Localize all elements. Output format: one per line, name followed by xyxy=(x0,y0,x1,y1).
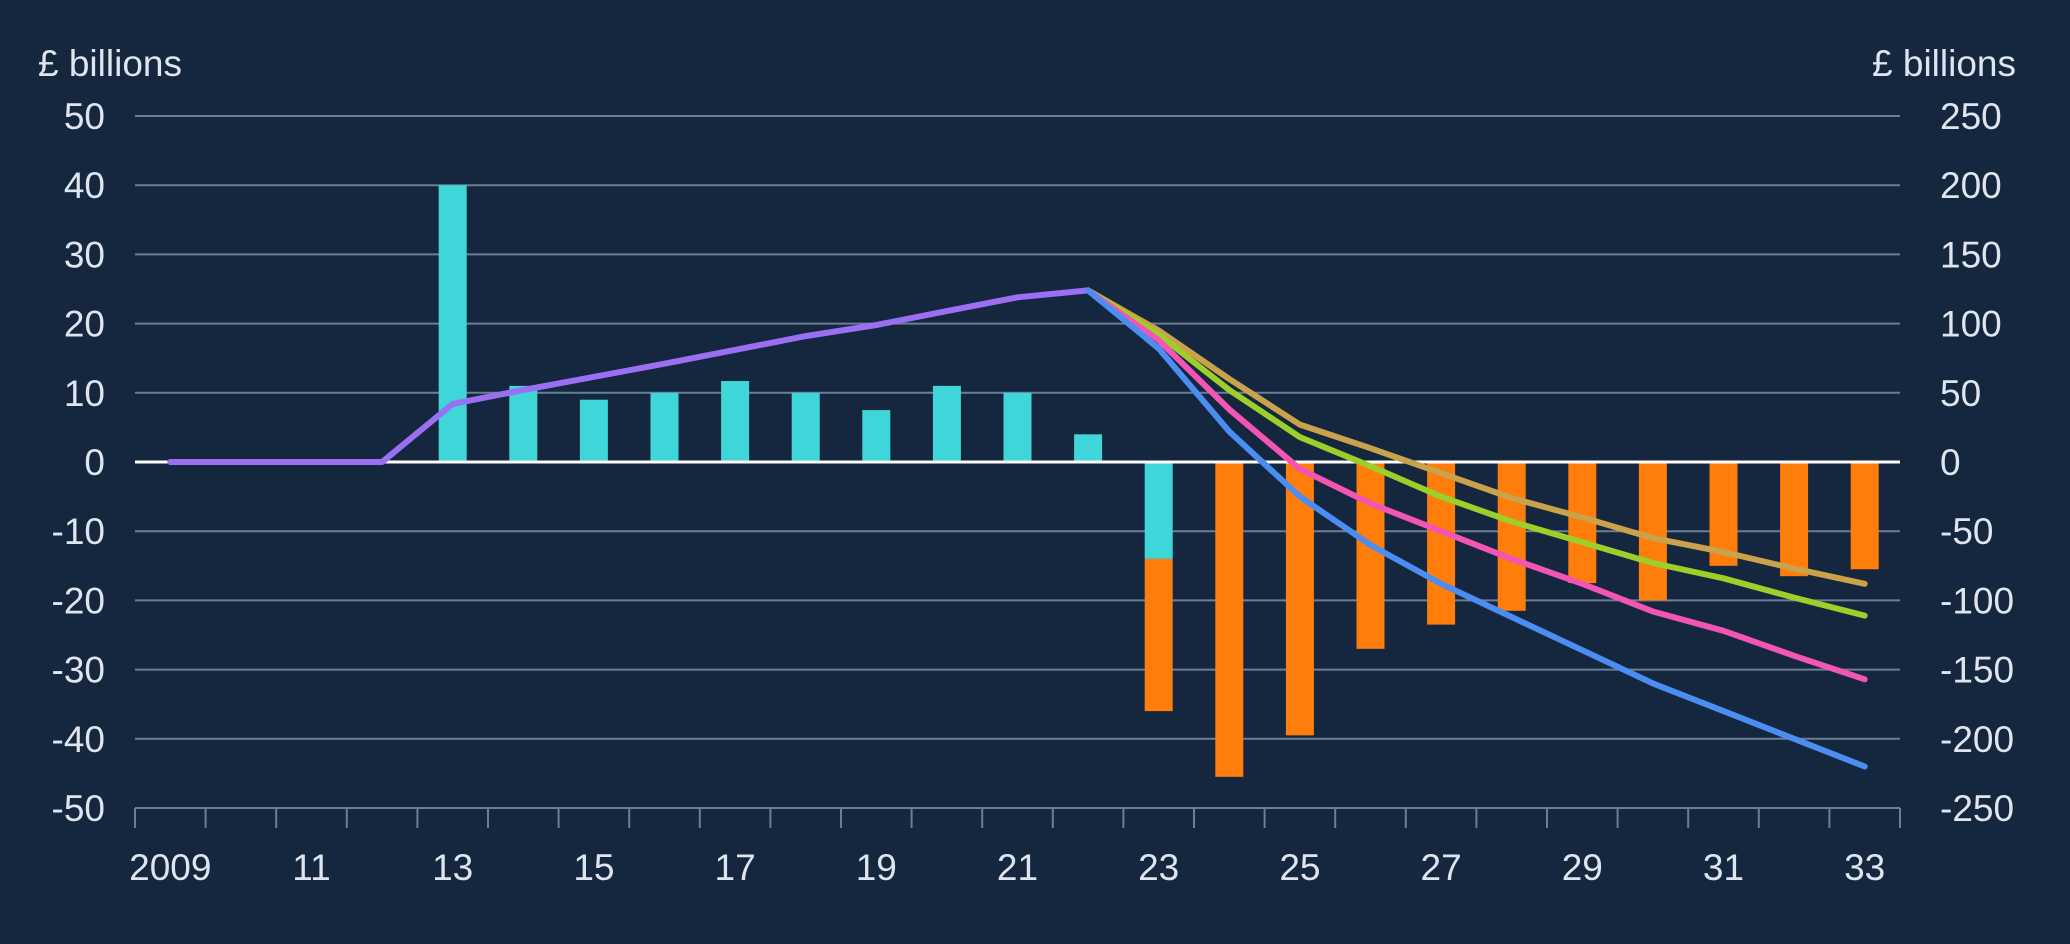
right-tick-label: 150 xyxy=(1940,234,2002,275)
bars xyxy=(438,185,1879,777)
left-tick-label: 20 xyxy=(64,304,105,345)
x-tick-label: 27 xyxy=(1421,847,1462,888)
right-tick-label: -100 xyxy=(1940,580,2014,621)
bar-orange xyxy=(1356,462,1385,649)
bar-orange xyxy=(1427,462,1456,625)
right-tick-label: -200 xyxy=(1940,719,2014,760)
left-tick-label: -40 xyxy=(52,719,105,760)
bar-cyan xyxy=(509,385,538,462)
x-tick-label: 33 xyxy=(1844,847,1885,888)
x-tick-label: 25 xyxy=(1279,847,1320,888)
x-tick-label: 23 xyxy=(1138,847,1179,888)
line-series-0 xyxy=(167,287,1092,465)
left-tick-label: 40 xyxy=(64,165,105,206)
right-tick-label: -150 xyxy=(1940,650,2014,691)
right-tick-label: 250 xyxy=(1940,96,2002,137)
bar-cyan xyxy=(862,410,891,462)
x-tick-label: 21 xyxy=(997,847,1038,888)
right-axis-ticks: 250 200 150 100 50 0 -50 -100 -150 -200 -250 xyxy=(1940,96,2014,829)
right-tick-label: -250 xyxy=(1940,788,2014,829)
left-tick-label: -50 xyxy=(52,788,105,829)
line-series-3 xyxy=(1085,287,1868,683)
bar-cyan xyxy=(932,385,961,462)
left-axis-ticks: 50 40 30 20 10 0 -10 -20 -30 -40 -50 xyxy=(52,96,105,829)
line-series xyxy=(167,287,1868,770)
bar-orange xyxy=(1780,462,1809,577)
line-series-4 xyxy=(1085,287,1868,770)
left-tick-label: 50 xyxy=(64,96,105,137)
left-tick-label: -10 xyxy=(52,511,105,552)
bar-orange xyxy=(1215,462,1244,777)
x-tick-label: 11 xyxy=(292,847,330,888)
bar-orange xyxy=(1850,462,1879,570)
line-series-2 xyxy=(1085,287,1868,619)
right-tick-label: 100 xyxy=(1940,304,2002,345)
left-tick-label: 0 xyxy=(84,442,105,483)
left-axis-unit-label: £ billions xyxy=(38,43,182,84)
left-tick-label: 30 xyxy=(64,234,105,275)
bar-cyan xyxy=(721,381,750,462)
bar-orange xyxy=(1497,462,1526,611)
bar-cyan xyxy=(1144,462,1173,559)
x-axis: 2009 11 13 15 17 19 21 23 25 27 29 31 33 xyxy=(129,807,1901,888)
bar-cyan xyxy=(791,392,820,462)
right-axis-unit-label: £ billions xyxy=(1872,43,2016,84)
bar-cyan xyxy=(1003,392,1032,462)
left-tick-label: 10 xyxy=(64,373,105,414)
bar-orange xyxy=(1144,558,1173,712)
x-tick-label: 29 xyxy=(1562,847,1603,888)
x-tick-label: 19 xyxy=(856,847,897,888)
line-series-1 xyxy=(1085,287,1868,587)
bar-orange xyxy=(1638,462,1667,601)
x-tick-label: 17 xyxy=(715,847,756,888)
right-tick-label: 50 xyxy=(1940,373,1981,414)
x-tick-label: 31 xyxy=(1703,847,1744,888)
bar-cyan xyxy=(1074,434,1103,462)
x-tick-label: 15 xyxy=(573,847,614,888)
right-tick-label: 0 xyxy=(1940,442,1961,483)
bar-cyan xyxy=(579,399,608,462)
x-tick-label: 13 xyxy=(432,847,473,888)
bar-orange xyxy=(1285,462,1314,736)
bar-cyan xyxy=(650,392,679,462)
left-tick-label: -20 xyxy=(52,580,105,621)
bar-cyan xyxy=(438,185,467,462)
right-tick-label: 200 xyxy=(1940,165,2002,206)
right-tick-label: -50 xyxy=(1940,511,1993,552)
left-tick-label: -30 xyxy=(52,650,105,691)
x-tick-label: 2009 xyxy=(129,847,211,888)
